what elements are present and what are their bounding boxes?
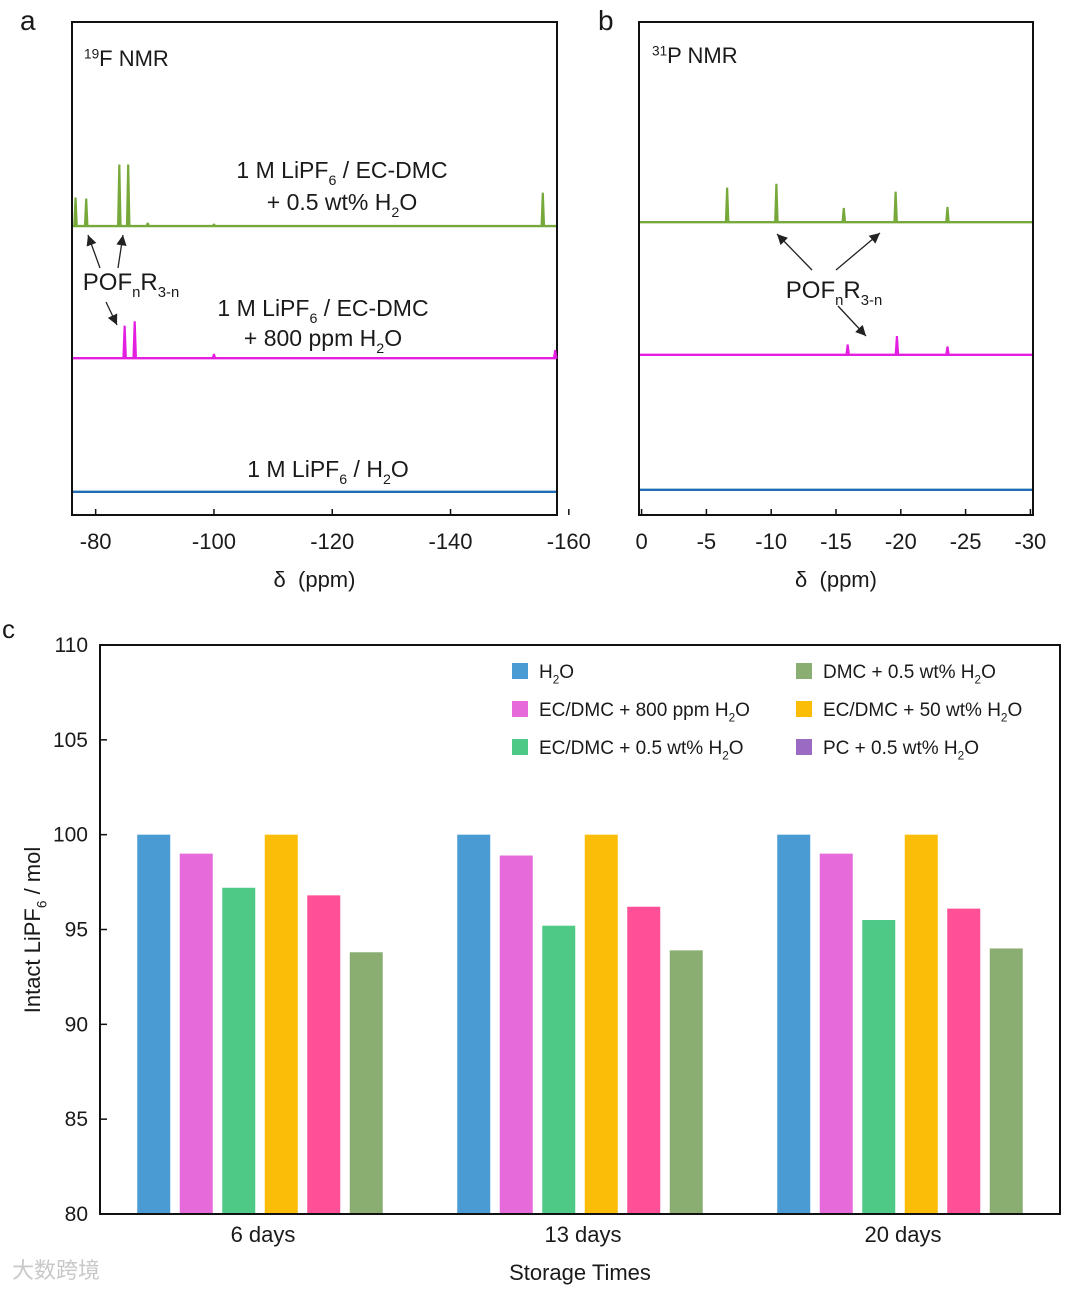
x-tick-label: -100 [192, 529, 236, 554]
panel-label: b [598, 5, 614, 36]
arrow [835, 232, 881, 271]
spectrum-peak [894, 336, 900, 356]
x-tick-label: 6 days [231, 1222, 296, 1247]
x-tick-label: -120 [310, 529, 354, 554]
y-tick-label: 85 [65, 1108, 88, 1131]
bar [904, 834, 938, 1214]
x-axis-label: δ (ppm) [274, 567, 356, 592]
legend-swatch [512, 701, 528, 717]
spectrum-peak [945, 206, 950, 223]
spectrum-peak [122, 325, 127, 359]
y-tick-label: 110 [55, 634, 88, 657]
x-axis-label: δ (ppm) [795, 567, 877, 592]
x-tick-label: 20 days [864, 1222, 941, 1247]
bar [669, 950, 703, 1214]
bar [819, 853, 853, 1214]
legend-swatch [512, 663, 528, 679]
bar [264, 834, 298, 1214]
spectrum-peak [841, 207, 847, 223]
spectrum-peak [83, 198, 89, 227]
bar [542, 925, 576, 1214]
series-label: + 0.5 wt% H2O [267, 189, 417, 221]
x-tick-label: 13 days [544, 1222, 621, 1247]
y-tick-label: 90 [65, 1013, 88, 1036]
panel-title: 19F NMR [84, 46, 169, 71]
y-tick-label: 105 [53, 729, 88, 752]
arrow [86, 234, 101, 269]
x-tick-label: -20 [885, 529, 917, 554]
legend-label: EC/DMC + 50 wt% H2O [823, 700, 1022, 725]
plot-frame [99, 644, 1061, 1215]
spectrum-peak [211, 353, 217, 359]
bar [947, 908, 981, 1214]
y-tick-label: 80 [65, 1203, 88, 1226]
spectrum-peak [132, 321, 138, 359]
spectrum-peak [540, 192, 546, 227]
bar [349, 952, 383, 1214]
legend-label: EC/DMC + 0.5 wt% H2O [539, 738, 744, 763]
spectrum-peak [211, 223, 217, 227]
spectrum-peak [117, 164, 122, 227]
x-axis-label: Storage Times [509, 1260, 651, 1285]
legend-swatch [796, 701, 812, 717]
bar [179, 853, 213, 1214]
x-tick-label: -80 [80, 529, 112, 554]
annotation: POFnR3-n [786, 277, 882, 309]
x-tick-label: -5 [697, 529, 717, 554]
bar [137, 834, 171, 1214]
bar [499, 855, 533, 1214]
spectrum-peak [145, 222, 151, 227]
series-label: 1 M LiPF6 / EC-DMC [236, 157, 447, 189]
x-tick-label: -30 [1015, 529, 1047, 554]
arrow [105, 301, 118, 326]
x-tick-label: -160 [547, 529, 591, 554]
series-label: + 800 ppm H2O [244, 325, 402, 357]
y-axis-label: Intact LiPF6 / mol [20, 847, 50, 1014]
spectrum-peak [893, 191, 898, 223]
panel-title: 31P NMR [652, 43, 738, 68]
x-tick-label: -10 [755, 529, 787, 554]
spectrum-peak [845, 344, 851, 356]
legend-swatch [796, 739, 812, 755]
y-tick-label: 95 [65, 919, 88, 942]
arrow [776, 233, 813, 271]
y-tick-label: 100 [53, 824, 88, 847]
bar [222, 887, 256, 1214]
bar [777, 834, 811, 1214]
panel-label: c [2, 614, 15, 644]
legend-label: DMC + 0.5 wt% H2O [823, 662, 996, 687]
bar [989, 948, 1023, 1214]
arrow [116, 234, 127, 269]
legend-swatch [512, 739, 528, 755]
spectrum-peak [945, 346, 950, 356]
bar [584, 834, 618, 1214]
spectrum-peak [774, 183, 779, 223]
legend-swatch [796, 663, 812, 679]
x-tick-label: -140 [429, 529, 473, 554]
spectrum-peak [552, 349, 558, 359]
legend-label: PC + 0.5 wt% H2O [823, 738, 979, 763]
plot-frame [71, 21, 558, 516]
panel-label: a [20, 5, 36, 36]
bar [627, 906, 661, 1214]
arrow [837, 305, 867, 337]
spectrum-peak [125, 164, 131, 227]
spectrum-peak [73, 197, 78, 227]
x-tick-label: -25 [950, 529, 982, 554]
x-tick-label: 0 [635, 529, 647, 554]
series-label: 1 M LiPF6 / EC-DMC [217, 295, 428, 327]
legend-label: H2O [539, 662, 574, 687]
x-tick-label: -15 [820, 529, 852, 554]
series-label: 1 M LiPF6 / H2O [247, 456, 409, 488]
watermark: 大数跨境 [12, 1258, 100, 1283]
legend-label: EC/DMC + 800 ppm H2O [539, 700, 750, 725]
annotation: POFnR3-n [83, 269, 179, 301]
bar [862, 920, 896, 1214]
spectrum-peak [724, 187, 730, 223]
bar [457, 834, 491, 1214]
bar [307, 895, 341, 1214]
